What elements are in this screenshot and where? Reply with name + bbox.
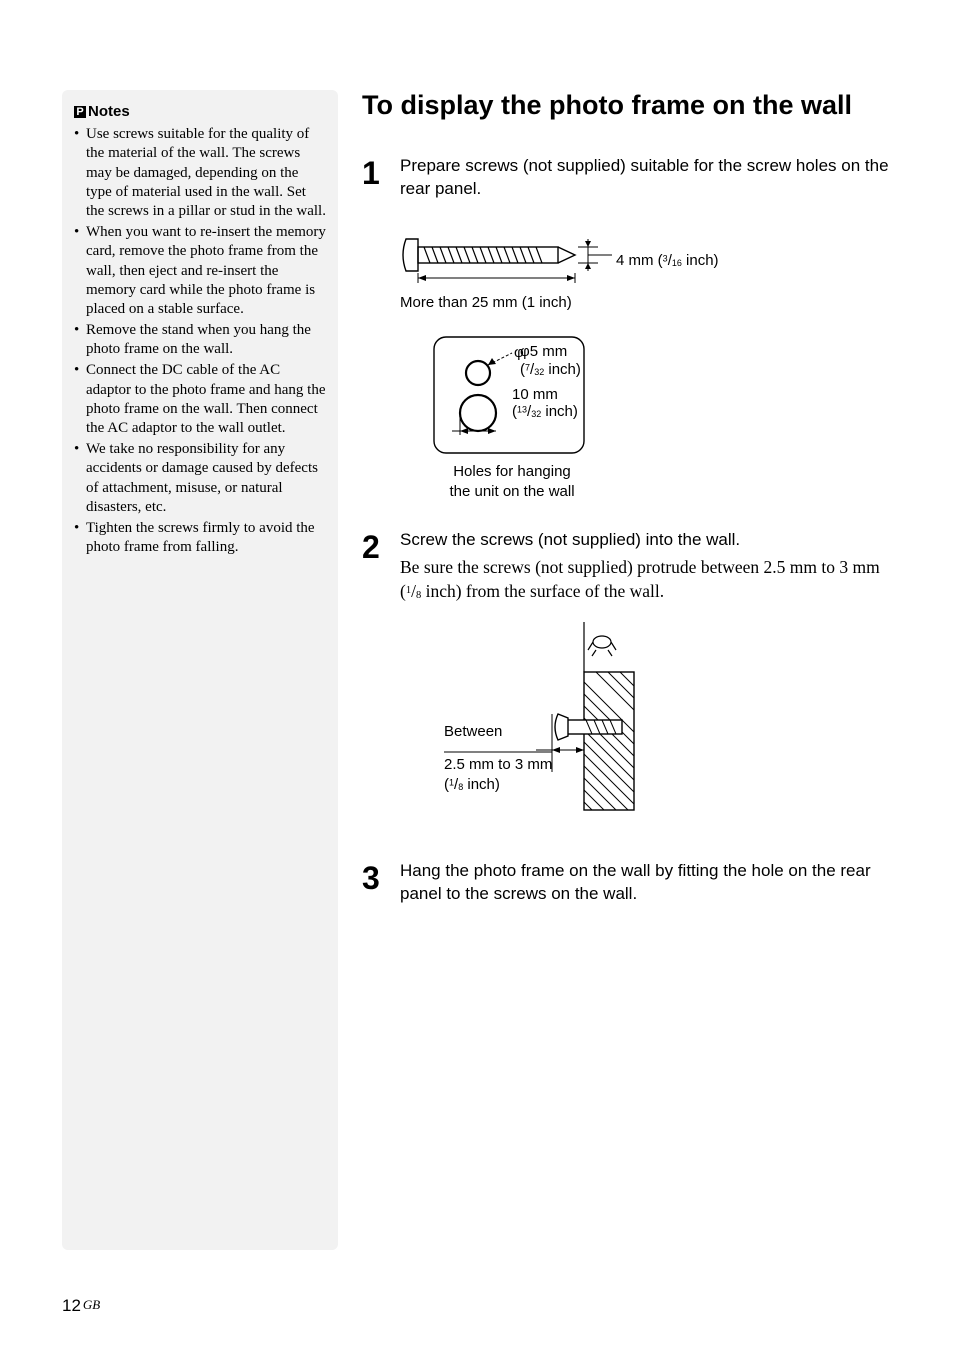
notes-heading: PNotes <box>74 102 326 121</box>
page-title: To display the photo frame on the wall <box>362 90 894 121</box>
protrusion-label: Between 2.5 mm to 3 mm (1/8 inch) <box>444 722 554 795</box>
step-2-detail: Be sure the screws (not supplied) protru… <box>400 556 894 603</box>
figure-screw-dimensions: 4 mm (3/16 inch) More than 25 mm (1 inch… <box>400 229 894 314</box>
step-number: 1 <box>362 155 400 511</box>
notes-item: Tighten the screws firmly to avoid the p… <box>74 519 326 557</box>
hole-top-label: φ5 mm (7/32 inch) <box>520 343 650 378</box>
notes-heading-text: Notes <box>88 103 130 120</box>
hole-bottom-label: 10 mm (13/32 inch) <box>512 386 642 421</box>
p-mark-icon: P <box>74 106 86 118</box>
notes-item: Connect the DC cable of the AC adaptor t… <box>74 361 326 438</box>
notes-list: Use screws suitable for the quality of t… <box>74 125 326 557</box>
step-3-lead: Hang the photo frame on the wall by fitt… <box>400 860 894 906</box>
figure-wall-screw: Between 2.5 mm to 3 mm (1/8 inch) <box>444 622 894 885</box>
notes-item: We take no responsibility for any accide… <box>74 440 326 517</box>
screw-length-label: More than 25 mm (1 inch) <box>400 293 894 313</box>
page-number: 12GB <box>62 1296 100 1316</box>
screw-diameter-label: 4 mm (3/16 inch) <box>616 251 756 271</box>
step-2-lead: Screw the screws (not supplied) into the… <box>400 529 894 552</box>
notes-item: Use screws suitable for the quality of t… <box>74 125 326 221</box>
step-number: 3 <box>362 860 400 906</box>
step-3: 3 Hang the photo frame on the wall by fi… <box>362 860 894 906</box>
step-1-lead: Prepare screws (not supplied) suitable f… <box>400 155 894 201</box>
hole-caption: Holes for hanging the unit on the wall <box>432 462 592 501</box>
notes-item: When you want to re-insert the memory ca… <box>74 223 326 319</box>
sidebar-notes: PNotes Use screws suitable for the quali… <box>62 90 338 1250</box>
step-1: 1 Prepare screws (not supplied) suitable… <box>362 155 894 511</box>
step-number: 2 <box>362 529 400 894</box>
main-content: To display the photo frame on the wall 1… <box>362 90 894 906</box>
step-2: 2 Screw the screws (not supplied) into t… <box>362 529 894 894</box>
notes-item: Remove the stand when you hang the photo… <box>74 321 326 359</box>
figure-hole-dimensions: φ φ5 mm (7/32 inch) 10 mm (13/32 inch) H… <box>432 335 894 501</box>
